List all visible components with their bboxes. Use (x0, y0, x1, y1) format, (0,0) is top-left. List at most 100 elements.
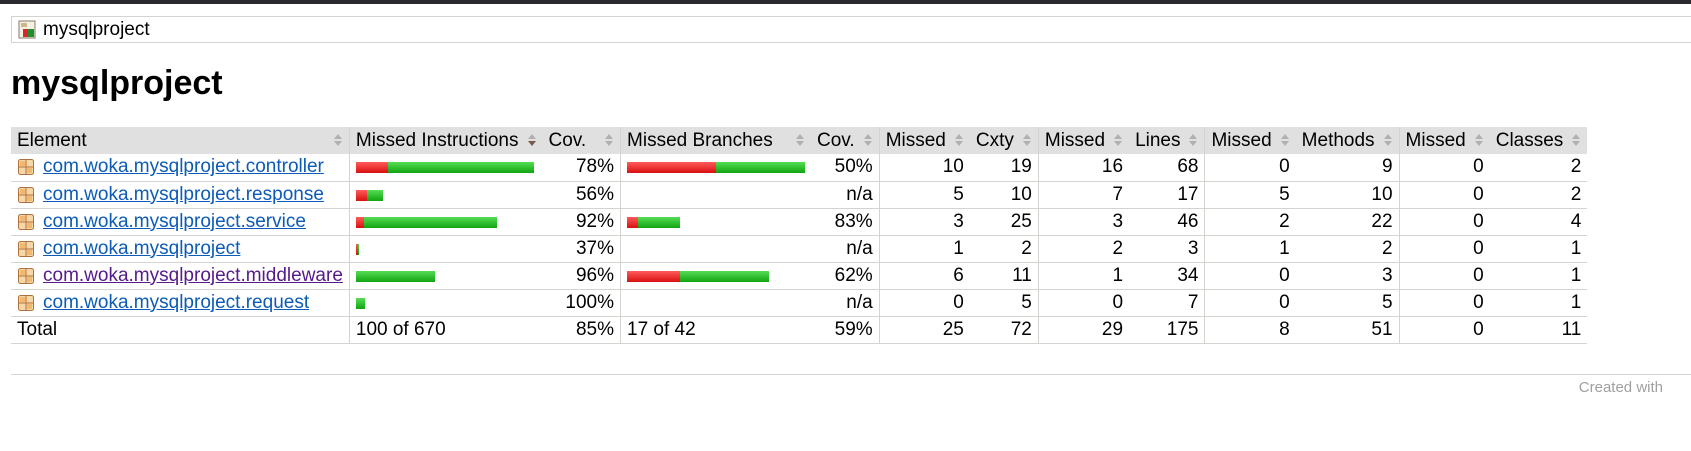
missed-classes-cell: 0 (1398, 262, 1490, 290)
missed-methods-cell: 2 (1204, 208, 1296, 236)
col-methods-header[interactable]: Methods (1295, 127, 1400, 154)
col-missed-lines-header[interactable]: Missed (1037, 127, 1130, 154)
instr-missed-fill (355, 189, 368, 201)
instr-missed-fill (355, 162, 388, 174)
page-title: mysqlproject (11, 64, 223, 102)
total-branch-cov: 59% (811, 316, 880, 344)
cxty-cell: 10 (969, 181, 1039, 209)
table-row: com.woka.mysqlproject.service 92% 83% 3 25 3 4… (11, 208, 1588, 236)
classes-cell: 1 (1489, 235, 1588, 263)
package-icon (17, 294, 35, 312)
missed-lines-cell: 1 (1037, 262, 1130, 290)
missed-cxty-cell: 6 (878, 262, 970, 290)
branch-cov-cell: n/a (811, 289, 880, 317)
sort-icon (604, 134, 614, 148)
missed-classes-cell: 0 (1398, 235, 1490, 263)
cxty-cell: 2 (969, 235, 1039, 263)
table-row: com.woka.mysqlproject.response 56% n/a 5 10 7… (11, 181, 1588, 209)
table-row: com.woka.mysqlproject.controller 78% 50% 10… (11, 154, 1588, 182)
package-link[interactable]: com.woka.mysqlproject (43, 237, 241, 259)
branches-bar (627, 162, 806, 174)
br-covered-fill (716, 162, 806, 174)
br-covered-fill (680, 270, 770, 282)
instr-covered-fill (367, 189, 383, 201)
missed-methods-cell: 0 (1204, 154, 1296, 182)
created-with-text: Created with (1578, 379, 1663, 396)
element-cell: com.woka.mysqlproject.response (11, 181, 350, 209)
package-icon (17, 186, 35, 204)
col-instr-cov-header[interactable]: Cov. (542, 127, 621, 154)
col-missed-instructions-header[interactable]: Missed Instructions (348, 127, 543, 154)
sort-icon (1571, 134, 1581, 148)
instr-covered-fill (364, 216, 498, 228)
col-branch-cov-header[interactable]: Cov. (811, 127, 880, 154)
sort-icon (1113, 134, 1123, 148)
missed-classes-cell: 0 (1398, 181, 1490, 209)
missed-methods-cell: 1 (1204, 235, 1296, 263)
element-cell: com.woka.mysqlproject (11, 235, 350, 263)
package-link[interactable]: com.woka.mysqlproject.service (43, 210, 306, 232)
report-icon (18, 20, 37, 39)
br-missed-fill (627, 162, 717, 174)
instructions-bar (355, 297, 537, 309)
missed-branches-cell (620, 181, 812, 209)
lines-cell: 46 (1129, 208, 1205, 236)
sort-icon (1383, 134, 1393, 148)
sort-icon (954, 134, 964, 148)
missed-lines-cell: 0 (1037, 289, 1130, 317)
table-row: com.woka.mysqlproject.middleware 96% 62% 6 1… (11, 262, 1588, 290)
branch-cov-cell: 83% (811, 208, 880, 236)
missed-branches-cell (620, 289, 812, 317)
col-classes-header[interactable]: Classes (1489, 127, 1588, 154)
col-missed-methods-header[interactable]: Missed (1204, 127, 1296, 154)
col-cxty-header[interactable]: Cxty (969, 127, 1039, 154)
branch-cov-cell: n/a (811, 181, 880, 209)
methods-cell: 5 (1295, 289, 1400, 317)
package-link[interactable]: com.woka.mysqlproject.middleware (43, 264, 343, 286)
instr-missed-fill (355, 216, 365, 228)
missed-instructions-cell (348, 262, 543, 290)
total-lines: 175 (1129, 316, 1205, 344)
cxty-cell: 19 (969, 154, 1039, 182)
methods-cell: 9 (1295, 154, 1400, 182)
branch-cov-cell: n/a (811, 235, 880, 263)
total-missed-classes: 0 (1398, 316, 1490, 344)
package-link[interactable]: com.woka.mysqlproject.response (43, 183, 324, 205)
col-missed-branches-header[interactable]: Missed Branches (620, 127, 812, 154)
instructions-bar (355, 162, 537, 174)
cxty-cell: 25 (969, 208, 1039, 236)
window-top-bar (0, 0, 1691, 4)
lines-cell: 7 (1129, 289, 1205, 317)
cxty-cell: 5 (969, 289, 1039, 317)
col-element-header[interactable]: Element (11, 127, 350, 154)
branches-bar (627, 216, 805, 228)
element-cell: com.woka.mysqlproject.request (11, 289, 350, 317)
instructions-bar (355, 243, 537, 255)
classes-cell: 1 (1489, 289, 1588, 317)
methods-cell: 10 (1295, 181, 1400, 209)
col-lines-header[interactable]: Lines (1129, 127, 1205, 154)
col-missed-cxty-header[interactable]: Missed (878, 127, 970, 154)
missed-cxty-cell: 3 (878, 208, 970, 236)
package-link[interactable]: com.woka.mysqlproject.request (43, 291, 310, 313)
classes-cell: 4 (1489, 208, 1588, 236)
missed-lines-cell: 7 (1037, 181, 1130, 209)
missed-cxty-cell: 5 (878, 181, 970, 209)
missed-instructions-cell (348, 289, 543, 317)
instr-covered-fill (355, 297, 366, 309)
missed-cxty-cell: 0 (878, 289, 970, 317)
col-missed-classes-header[interactable]: Missed (1398, 127, 1490, 154)
sort-icon (333, 134, 343, 148)
br-missed-fill (627, 216, 638, 228)
br-covered-fill (637, 216, 681, 228)
element-cell: com.woka.mysqlproject.controller (11, 154, 350, 182)
package-icon (17, 240, 35, 258)
total-label: Total (11, 316, 350, 344)
package-link[interactable]: com.woka.mysqlproject.controller (43, 156, 324, 178)
branch-cov-cell: 50% (811, 154, 880, 182)
total-instr-cov: 85% (542, 316, 621, 344)
instr-cov-cell: 92% (542, 208, 621, 236)
instr-covered-fill (357, 243, 360, 255)
total-branches: 17 of 42 (620, 316, 812, 344)
missed-lines-cell: 16 (1037, 154, 1130, 182)
